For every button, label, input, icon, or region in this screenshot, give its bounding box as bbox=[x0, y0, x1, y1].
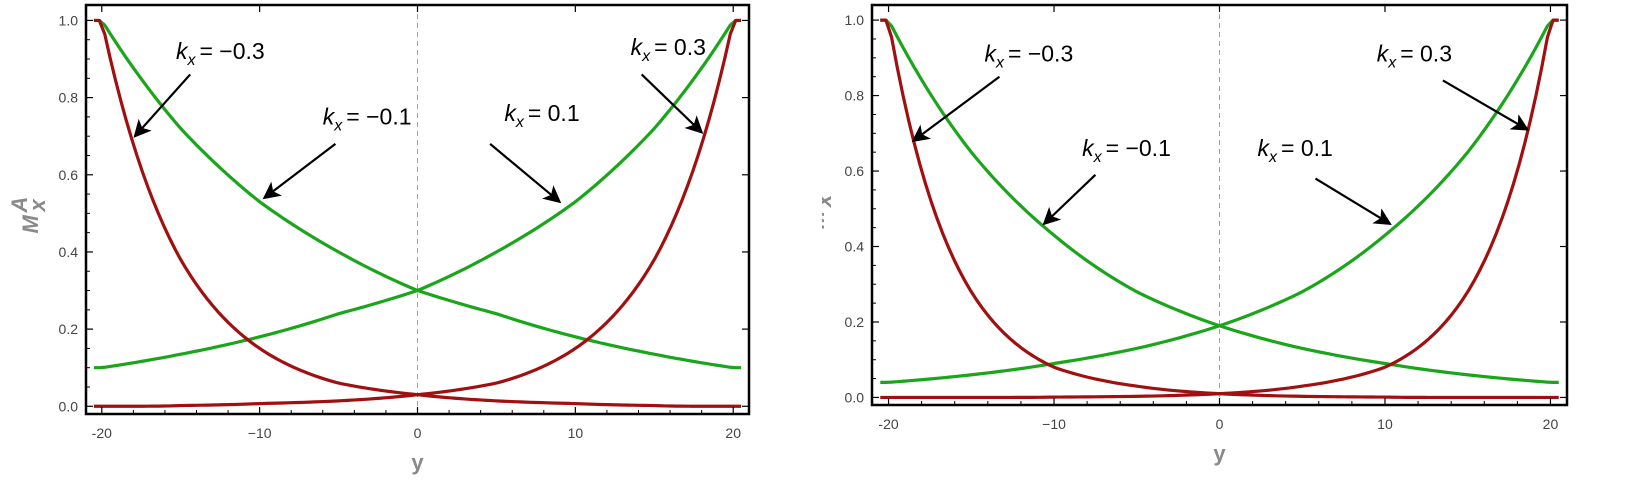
x-tick-label: 0 bbox=[414, 425, 422, 441]
svg-text:kx= −0.3: kx = −0.3 bbox=[176, 38, 265, 69]
y-tick-label: 1.0 bbox=[59, 12, 79, 28]
annotation: kx = 0.3 bbox=[631, 34, 706, 134]
x-tick-label: −10 bbox=[248, 425, 272, 441]
x-axis-title: y bbox=[1213, 441, 1226, 466]
y-tick-label: 0.8 bbox=[59, 90, 79, 106]
series-line-kx-neg0.3 bbox=[93, 18, 742, 408]
svg-text:kx= 0.1: kx = 0.1 bbox=[1258, 135, 1333, 166]
x-tick-label: 20 bbox=[725, 425, 741, 441]
y-tick-label: 0.0 bbox=[59, 398, 79, 414]
svg-text:kx= 0.1: kx = 0.1 bbox=[504, 100, 579, 131]
annotation: kx = −0.1 bbox=[262, 104, 412, 200]
annotation-arrow bbox=[1442, 79, 1530, 131]
x-tick-label: 10 bbox=[1377, 416, 1393, 432]
x-tick-label: 0 bbox=[1216, 416, 1224, 432]
x-tick-label: -20 bbox=[878, 416, 898, 432]
annotation-arrow bbox=[489, 143, 562, 204]
svg-text:x: x bbox=[822, 194, 836, 208]
annotation: kx = −0.3 bbox=[133, 38, 265, 138]
y-tick-label: 0.4 bbox=[845, 239, 865, 255]
annotation-arrow bbox=[640, 73, 704, 134]
annotation-arrow bbox=[911, 75, 1001, 143]
svg-text:kx= −0.1: kx = −0.1 bbox=[1082, 135, 1171, 166]
svg-text:A: A bbox=[7, 197, 32, 214]
annotation: kx = 0.1 bbox=[489, 100, 580, 204]
chart-panel-right: -20 −10 0 10 20 0.0 0.2 0.4 0.6 0.8 1.0 y MxA kx= −0.… bbox=[822, 3, 1569, 466]
y-axis-title: MxA bbox=[7, 197, 50, 234]
series-line-kx-neg0.3 bbox=[880, 18, 1559, 400]
x-tick-label: 20 bbox=[1543, 416, 1559, 432]
svg-text:M: M bbox=[18, 215, 43, 234]
x-tick-label: -20 bbox=[92, 425, 112, 441]
annotation: kx = −0.1 bbox=[1042, 135, 1171, 226]
y-tick-label: 0.6 bbox=[59, 167, 79, 183]
y-tick-label: 0.2 bbox=[59, 321, 79, 337]
annotation: kx = −0.3 bbox=[911, 41, 1074, 143]
series-line-kx-neg0.1 bbox=[93, 18, 742, 370]
svg-text:M: M bbox=[822, 210, 829, 229]
annotation-arrow bbox=[1042, 174, 1097, 226]
y-axis-title: MxA bbox=[822, 194, 836, 229]
svg-text:kx= 0.3: kx = 0.3 bbox=[631, 34, 706, 65]
y-tick-label: 0.8 bbox=[845, 88, 865, 104]
annotation: kx = 0.1 bbox=[1258, 135, 1392, 226]
x-tick-label: 10 bbox=[568, 425, 584, 441]
x-axis-title: y bbox=[411, 450, 424, 475]
series-line-kx-neg0.1 bbox=[880, 18, 1559, 384]
y-tick-label: 1.0 bbox=[845, 12, 865, 28]
svg-text:kx= −0.1: kx = −0.1 bbox=[323, 104, 412, 135]
annotation-arrow bbox=[133, 73, 192, 138]
series-line-kx-0.1 bbox=[880, 18, 1559, 384]
annotation: kx = 0.3 bbox=[1377, 41, 1530, 131]
y-tick-label: 0.6 bbox=[845, 163, 865, 179]
svg-text:kx= 0.3: kx = 0.3 bbox=[1377, 41, 1452, 72]
y-tick-label: 0.0 bbox=[845, 389, 865, 405]
annotation-arrow bbox=[1314, 177, 1392, 226]
svg-text:kx= −0.3: kx = −0.3 bbox=[985, 41, 1074, 72]
x-tick-label: −10 bbox=[1042, 416, 1066, 432]
annotation-arrow bbox=[262, 143, 337, 200]
y-tick-label: 0.2 bbox=[845, 314, 865, 330]
svg-text:x: x bbox=[25, 199, 50, 213]
y-tick-label: 0.4 bbox=[59, 244, 79, 260]
